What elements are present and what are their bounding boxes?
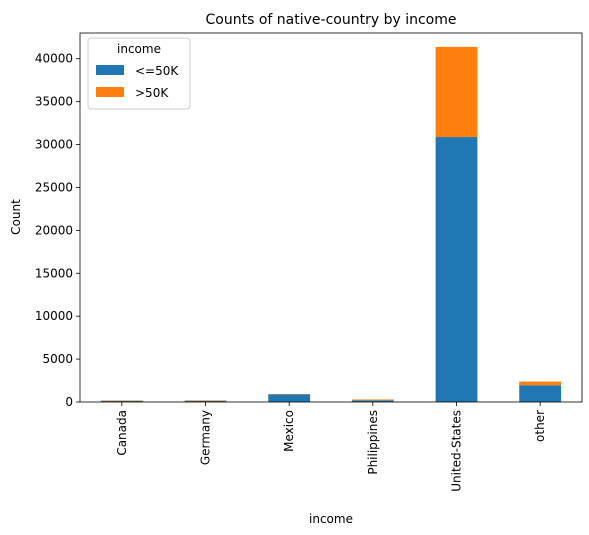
x-tick-label-germany: Germany	[199, 410, 213, 465]
y-tick-label: 5000	[42, 352, 73, 366]
bar-germany-le50k	[184, 400, 227, 402]
bar-canada-gt50k	[100, 400, 143, 401]
plot-frame	[79, 32, 583, 403]
x-tick-label-mexico: Mexico	[282, 410, 296, 452]
y-tick-label: 10000	[35, 309, 73, 323]
bar-philippines-le50k	[351, 400, 394, 402]
legend-swatch-le50k	[96, 65, 124, 75]
x-axis-label: income	[309, 512, 353, 526]
y-tick-label: 20000	[35, 223, 73, 237]
bar-other-le50k	[519, 385, 562, 402]
bar-mexico-le50k	[268, 394, 311, 402]
bar-other-gt50k	[519, 381, 562, 386]
y-axis-label: Count	[9, 199, 23, 235]
bar-canada-le50k	[100, 400, 143, 402]
x-tick-label-philippines: Philippines	[366, 410, 380, 475]
y-tick-label: 35000	[35, 95, 73, 109]
x-tick-label-united-states: United-States	[450, 410, 464, 492]
bar-united-states-gt50k	[435, 46, 478, 138]
y-tick-label: 0	[65, 395, 73, 409]
x-tick-label-other: other	[533, 410, 547, 442]
bars-group	[100, 46, 562, 402]
bar-philippines-gt50k	[351, 399, 394, 401]
y-tick-label: 25000	[35, 180, 73, 194]
y-tick-label: 40000	[35, 52, 73, 66]
legend: income <=50K >50K	[87, 37, 191, 110]
bar-united-states-le50k	[435, 137, 478, 402]
x-axis-ticks: Canada Germany Mexico Philippines United-Sta…	[115, 402, 547, 492]
chart-title: Counts of native-country by income	[206, 12, 457, 28]
x-tick-label-canada: Canada	[115, 410, 129, 456]
legend-title: income	[117, 42, 161, 56]
y-tick-label: 30000	[35, 138, 73, 152]
legend-label-le50k: <=50K	[135, 64, 179, 78]
legend-swatch-gt50k	[96, 87, 124, 97]
y-tick-label: 15000	[35, 266, 73, 280]
bar-germany-gt50k	[184, 400, 227, 401]
y-axis-ticks: 0 5000 10000 15000 20000 25000 30000 35000 40000	[35, 52, 80, 409]
legend-label-gt50k: >50K	[135, 86, 169, 100]
